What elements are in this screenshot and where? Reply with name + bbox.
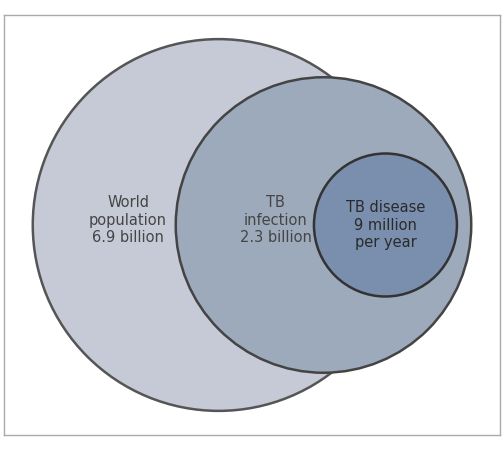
Text: TB
infection
2.3 billion: TB infection 2.3 billion — [240, 195, 312, 245]
Circle shape — [314, 153, 457, 297]
Text: World
population
6.9 billion: World population 6.9 billion — [89, 195, 167, 245]
Circle shape — [176, 77, 471, 373]
Circle shape — [33, 39, 405, 411]
Text: TB disease
9 million
per year: TB disease 9 million per year — [346, 200, 425, 250]
